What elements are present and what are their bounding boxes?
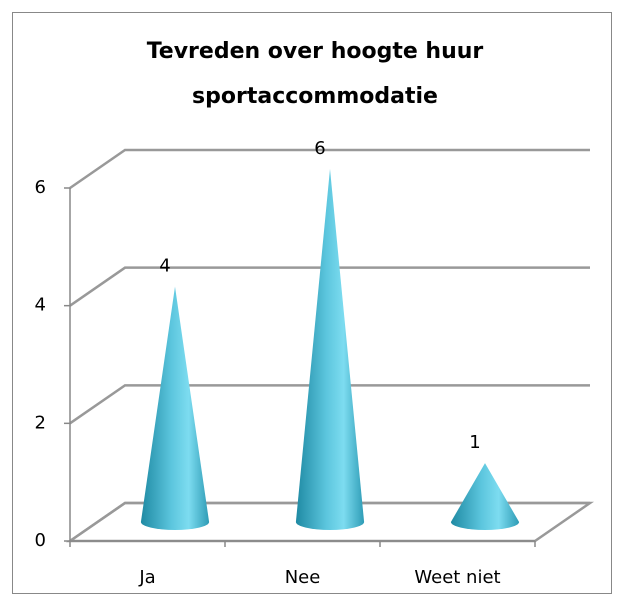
x-tick-label: Weet niet [414, 567, 500, 588]
grid-line [69, 501, 590, 543]
x-tick-label: Nee [285, 567, 321, 588]
grid-line [69, 384, 590, 425]
data-label: 6 [314, 138, 325, 159]
y-tick-label: 0 [35, 530, 46, 551]
cone [295, 169, 365, 530]
grid-line [69, 148, 590, 190]
grid-line [69, 266, 590, 307]
cone [140, 286, 210, 530]
y-tick-label: 2 [35, 412, 46, 433]
cone [450, 463, 520, 530]
data-label: 4 [159, 256, 170, 277]
x-tick-label: Ja [138, 567, 155, 588]
y-tick-label: 4 [35, 295, 46, 316]
data-label: 1 [469, 432, 480, 453]
y-tick-label: 6 [35, 177, 46, 198]
chart-title: Tevreden over hoogte huur sportaccommodat… [147, 39, 484, 109]
